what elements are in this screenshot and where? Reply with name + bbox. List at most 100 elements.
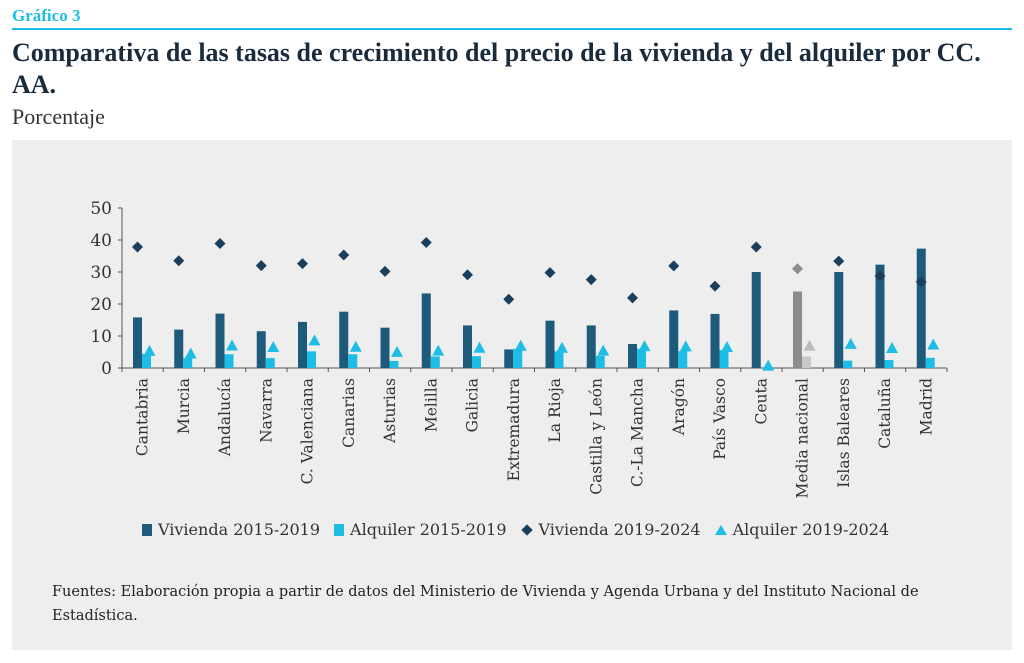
bar-alquiler-2015-2019 xyxy=(637,348,646,368)
marker-alquiler-2019-2024 xyxy=(638,340,651,352)
legend-bar-swatch xyxy=(334,523,345,536)
marker-vivienda-2019-2024 xyxy=(338,249,350,261)
bar-alquiler-2015-2019 xyxy=(554,351,564,368)
legend-item-alquiler-2019-2024: Alquiler 2019-2024 xyxy=(714,520,890,539)
marker-alquiler-2019-2024 xyxy=(679,340,692,352)
legend-item-vivienda-2019-2024: Vivienda 2019-2024 xyxy=(520,520,701,539)
marker-vivienda-2019-2024 xyxy=(668,260,680,272)
x-category-label: Galicia xyxy=(464,378,482,432)
marker-alquiler-2019-2024 xyxy=(349,340,362,352)
marker-vivienda-2019-2024 xyxy=(915,276,927,288)
marker-alquiler-2019-2024 xyxy=(803,339,816,351)
bar-vivienda-2015-2019 xyxy=(174,329,184,368)
x-category-label: Madrid xyxy=(917,378,935,435)
marker-vivienda-2019-2024 xyxy=(874,270,886,282)
marker-vivienda-2019-2024 xyxy=(214,238,226,250)
x-category-label: Islas Baleares xyxy=(835,378,853,488)
marker-alquiler-2019-2024 xyxy=(556,341,568,353)
marker-alquiler-2019-2024 xyxy=(308,334,321,346)
marker-alquiler-2019-2024 xyxy=(226,339,238,351)
marker-vivienda-2019-2024 xyxy=(173,255,185,267)
x-category-label: Cantabria xyxy=(134,378,152,456)
bar-vivienda-2015-2019 xyxy=(215,313,225,368)
bar-vivienda-2015-2019 xyxy=(875,264,885,368)
bar-alquiler-2015-2019 xyxy=(348,354,358,368)
x-category-label: Extremadura xyxy=(505,378,523,481)
top-rule xyxy=(12,28,1012,30)
marker-alquiler-2019-2024 xyxy=(762,359,775,371)
marker-alquiler-2019-2024 xyxy=(597,344,610,356)
bar-vivienda-2015-2019 xyxy=(710,313,720,368)
y-tick-label: 50 xyxy=(90,199,112,219)
x-category-label: Castilla y León xyxy=(587,378,605,495)
bar-alquiler-2015-2019 xyxy=(843,360,853,368)
chart-title: Comparativa de las tasas de crecimiento … xyxy=(12,38,981,99)
marker-alquiler-2019-2024 xyxy=(391,345,403,357)
x-category-label: Asturias xyxy=(381,378,399,444)
y-tick-label: 0 xyxy=(101,359,112,379)
bar-alquiler-2015-2019 xyxy=(183,358,193,368)
x-category-label: C. Valenciana xyxy=(299,378,317,484)
marker-vivienda-2019-2024 xyxy=(503,293,515,305)
bar-alquiler-2015-2019 xyxy=(142,353,151,368)
marker-alquiler-2019-2024 xyxy=(432,344,445,356)
legend: Vivienda 2015-2019 Alquiler 2015-2019 Vi… xyxy=(142,520,903,539)
bar-alquiler-2015-2019 xyxy=(265,358,275,368)
bar-vivienda-2015-2019 xyxy=(628,344,637,368)
bar-alquiler-2015-2019 xyxy=(513,348,523,368)
bar-alquiler-2015-2019 xyxy=(678,351,688,368)
x-category-label: País Vasco xyxy=(711,378,729,460)
x-category-label: Melilla xyxy=(422,378,440,432)
marker-vivienda-2019-2024 xyxy=(627,292,638,304)
legend-triangle-swatch xyxy=(714,524,727,535)
bar-vivienda-2015-2019 xyxy=(421,293,431,368)
marker-vivienda-2019-2024 xyxy=(750,241,762,253)
bar-vivienda-2015-2019 xyxy=(463,325,472,368)
bar-vivienda-2015-2019 xyxy=(298,321,307,368)
y-tick-label: 30 xyxy=(90,263,112,283)
bar-alquiler-2015-2019 xyxy=(472,356,481,368)
bar-vivienda-2015-2019 xyxy=(133,317,142,368)
y-tick-label: 40 xyxy=(90,231,112,251)
x-category-label: Media nacional xyxy=(794,378,812,499)
chart-subtitle: Porcentaje xyxy=(12,104,105,129)
legend-label: Alquiler 2015-2019 xyxy=(350,520,507,539)
marker-vivienda-2019-2024 xyxy=(709,280,721,292)
x-category-label: Cataluña xyxy=(876,378,894,449)
bar-alquiler-2015-2019 xyxy=(595,355,605,368)
marker-alquiler-2019-2024 xyxy=(473,341,486,353)
bar-vivienda-2015-2019 xyxy=(545,320,555,368)
marker-alquiler-2019-2024 xyxy=(143,344,156,356)
marker-vivienda-2019-2024 xyxy=(255,260,267,272)
legend-label: Vivienda 2019-2024 xyxy=(538,520,701,539)
x-category-label: Ceuta xyxy=(752,378,770,425)
marker-alquiler-2019-2024 xyxy=(184,347,197,359)
marker-vivienda-2019-2024 xyxy=(420,237,432,249)
chart-panel: 0 10 20 30 40 50 Cantabria Murcia Andalucía Navar… xyxy=(12,140,1012,650)
marker-vivienda-2019-2024 xyxy=(379,265,391,277)
bar-vivienda-2015-2019 xyxy=(339,311,349,368)
bar-alquiler-2015-2019 xyxy=(925,357,935,368)
bar-vivienda-2015-2019 xyxy=(380,327,390,368)
bar-vivienda-2015-2019 xyxy=(793,291,802,368)
figure-label: Gráfico 3 xyxy=(12,6,81,25)
y-tick-label: 10 xyxy=(90,327,112,347)
x-category-label: Canarias xyxy=(340,378,358,448)
y-tick-label: 20 xyxy=(90,295,112,315)
marker-alquiler-2019-2024 xyxy=(844,337,857,349)
x-category-label: Murcia xyxy=(175,378,193,434)
bar-alquiler-2015-2019 xyxy=(224,354,234,368)
bar-alquiler-2015-2019 xyxy=(719,350,729,368)
marker-alquiler-2019-2024 xyxy=(927,338,940,350)
legend-item-alquiler-2015-2019: Alquiler 2015-2019 xyxy=(334,520,507,539)
bar-vivienda-2015-2019 xyxy=(586,325,596,368)
legend-label: Alquiler 2019-2024 xyxy=(732,520,890,539)
marker-vivienda-2019-2024 xyxy=(585,274,597,286)
source-note: Fuentes: Elaboración propia a partir de … xyxy=(52,584,919,624)
chart-svg: 0 10 20 30 40 50 Cantabria Murcia Andalucía Navar… xyxy=(90,199,948,499)
marker-alquiler-2019-2024 xyxy=(721,341,733,353)
marker-vivienda-2019-2024 xyxy=(297,258,308,270)
legend-item-vivienda-2015-2019: Vivienda 2015-2019 xyxy=(142,520,320,539)
x-category-label: Aragón xyxy=(670,378,688,436)
x-category-label: Navarra xyxy=(257,378,275,443)
